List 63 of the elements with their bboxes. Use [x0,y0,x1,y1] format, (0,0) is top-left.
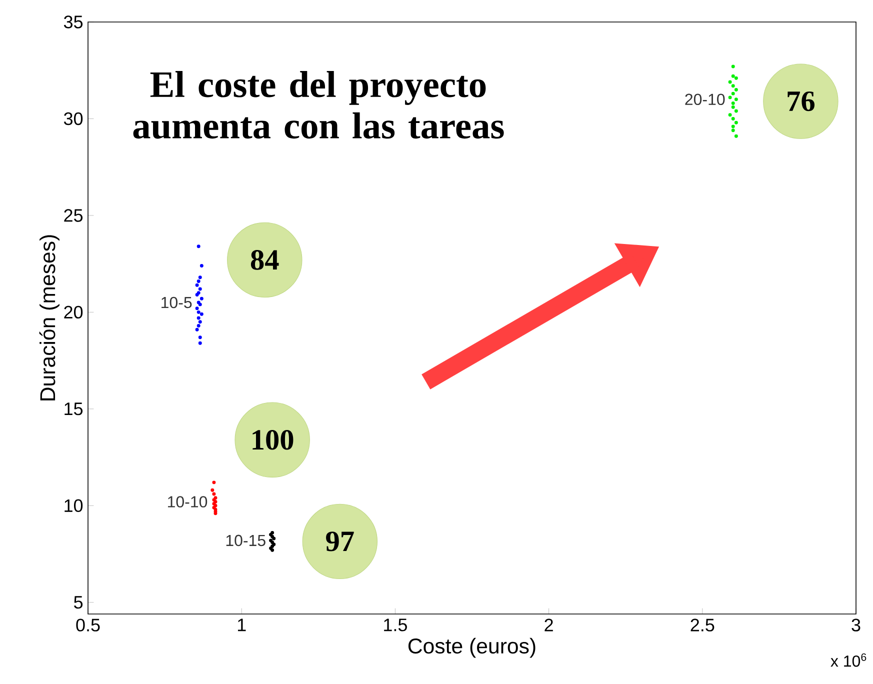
point [196,310,200,314]
point [198,287,202,291]
point [196,324,200,328]
y-tick-label: 10 [64,499,83,512]
series-label: 10-10 [168,496,208,508]
point [200,264,204,268]
x-tick-label: 1.5 [384,618,407,632]
point [731,74,735,78]
point [731,92,735,96]
point [198,320,202,324]
series-label: 20-10 [685,94,725,106]
text: x 10$^{6}$ [830,653,866,667]
point [734,88,738,92]
y-axis-title: Duración (meses) [39,235,60,400]
annotation: 100 [252,430,294,450]
point [731,105,735,109]
point [734,134,738,138]
point [195,283,199,287]
point [728,80,732,84]
point [196,316,200,320]
annotation: 84 [250,250,279,270]
point [198,276,202,280]
x-tick-label: 1 [238,618,246,632]
y-tick-label: 20 [64,306,83,319]
x-axis-title: Coste (euros) [408,638,536,658]
series-label: 10-5 [162,296,192,308]
text: El coste del proyecto aumenta con las tareas [133,71,504,139]
point [734,76,738,80]
x-tick-label: 0.5 [76,618,100,632]
point [212,480,216,484]
point [196,279,200,283]
point [195,306,199,310]
point [734,98,738,102]
point [731,128,735,132]
annotation: 97 [326,532,354,552]
y-tick-label: 5 [74,596,83,609]
point [728,113,732,117]
y-tick-label: 30 [64,112,83,126]
point [731,124,735,128]
x-tick-label: 3 [852,618,860,632]
x-tick-label: 2.5 [690,618,714,632]
point [198,336,202,340]
y-tick-label: 35 [64,16,83,28]
point [731,84,735,88]
point [198,341,202,345]
point [212,492,216,496]
point [728,96,732,100]
point [210,488,214,492]
point [734,120,738,124]
point [731,64,735,68]
point [200,296,204,300]
point [196,244,200,248]
point [195,328,199,332]
point [731,116,735,120]
series-label: 10-15 [226,534,266,546]
annotation: 76 [788,91,815,112]
point [734,109,738,113]
point [200,312,204,316]
y-tick-label: 15 [64,402,83,416]
x-tick-label: 2 [544,618,553,632]
point [731,102,735,105]
y-tick-label: 25 [64,209,83,222]
point [195,293,199,297]
